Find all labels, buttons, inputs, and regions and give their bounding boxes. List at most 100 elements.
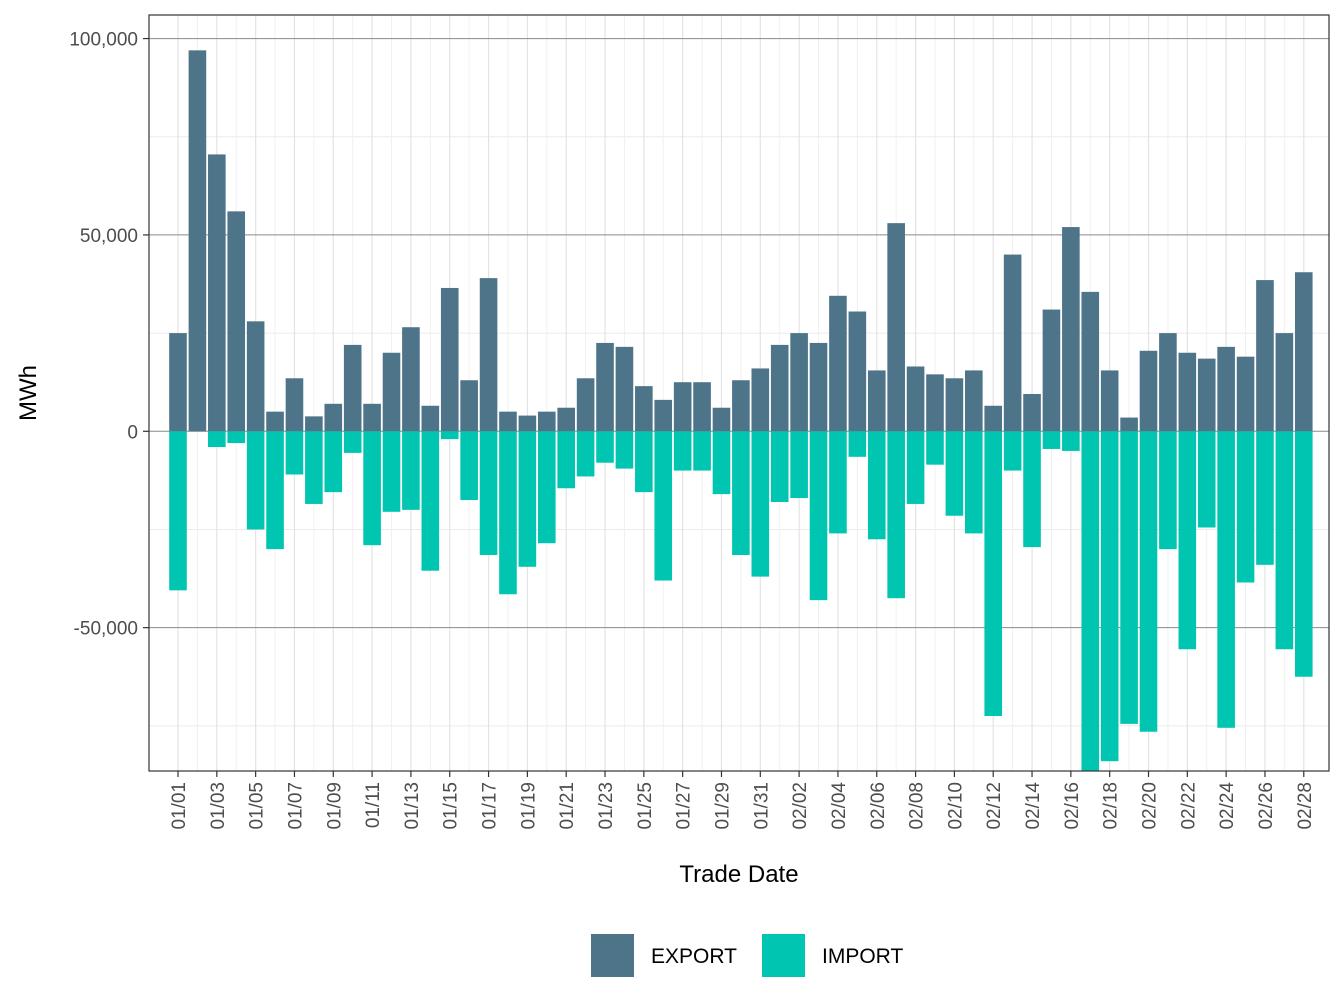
x-tick-label: 01/09 <box>324 782 345 830</box>
export-bar <box>926 374 944 432</box>
bars <box>169 50 1313 771</box>
export-bar <box>790 333 808 432</box>
import-bar <box>499 431 517 595</box>
export-bar <box>1100 370 1119 432</box>
import-bar <box>421 431 440 571</box>
x-tick-label: 02/16 <box>1062 782 1083 830</box>
x-tick-label: 01/05 <box>247 782 268 830</box>
import-bar <box>1120 431 1138 724</box>
export-bar <box>1120 417 1138 432</box>
import-bar <box>615 431 634 469</box>
import-bar <box>732 431 750 555</box>
import-bar <box>926 431 944 465</box>
import-bar <box>790 431 808 499</box>
import-bar <box>305 431 323 504</box>
import-bar <box>266 431 284 550</box>
y-axis: -50,000 0 50,000 100,000 <box>69 30 149 640</box>
x-tick-label: 01/03 <box>208 782 229 830</box>
export-bar <box>751 368 770 432</box>
export-bar <box>1236 356 1255 432</box>
x-tick-label: 01/23 <box>596 782 617 830</box>
import-bar <box>1178 431 1197 650</box>
x-tick-label: 02/28 <box>1295 782 1316 830</box>
import-bar <box>1100 431 1119 762</box>
x-tick-label: 02/06 <box>868 782 889 830</box>
import-bar <box>324 431 343 493</box>
export-bar <box>1197 358 1216 432</box>
x-tick-label: 02/10 <box>945 782 966 830</box>
export-bar <box>421 405 440 432</box>
x-tick-label: 02/20 <box>1140 782 1161 830</box>
import-bar <box>382 431 401 512</box>
export-bar <box>693 382 711 432</box>
import-bar <box>1256 431 1274 565</box>
export-bar <box>1256 280 1274 432</box>
export-bar <box>1042 309 1061 432</box>
x-tick-label: 02/18 <box>1101 782 1122 830</box>
export-bar <box>537 411 556 432</box>
import-bar <box>809 431 828 601</box>
x-tick-label: 01/29 <box>712 782 733 830</box>
export-bar <box>1217 346 1235 432</box>
import-bar <box>596 431 614 463</box>
export-bar <box>479 278 498 432</box>
import-bar <box>1236 431 1255 583</box>
export-bar <box>1023 393 1041 432</box>
import-bar <box>440 431 459 440</box>
export-bar <box>1159 333 1177 432</box>
import-bar <box>1294 431 1313 677</box>
export-bar <box>576 378 595 432</box>
import-bar <box>906 431 925 504</box>
legend-swatch-import <box>762 934 805 977</box>
export-bar <box>227 211 246 432</box>
export-bar <box>984 405 1003 432</box>
export-bar <box>402 327 420 432</box>
import-bar <box>402 431 420 510</box>
import-bar <box>635 431 653 493</box>
x-tick-label: 02/08 <box>907 782 928 830</box>
export-bar <box>848 311 867 432</box>
x-tick-label: 01/11 <box>363 782 384 828</box>
export-bar <box>635 386 653 432</box>
x-tick-label: 02/04 <box>829 782 850 830</box>
import-bar <box>984 431 1003 717</box>
import-bar <box>1062 431 1080 451</box>
import-bar <box>208 431 226 447</box>
x-tick-label: 01/25 <box>635 782 656 830</box>
export-bar <box>382 352 401 432</box>
export-bar <box>829 295 847 432</box>
x-tick-label: 02/02 <box>790 782 811 830</box>
import-bar <box>945 431 964 516</box>
import-bar <box>1139 431 1158 732</box>
x-tick-label: 01/15 <box>441 782 462 830</box>
x-tick-label: 01/13 <box>402 782 423 830</box>
legend-swatch-export <box>591 934 634 977</box>
export-bar <box>324 403 343 432</box>
import-bar <box>1023 431 1041 548</box>
export-bar <box>732 380 750 432</box>
export-bar <box>1062 227 1080 432</box>
export-bar <box>809 342 828 432</box>
import-bar <box>1217 431 1235 728</box>
import-bar <box>848 431 867 457</box>
export-bar <box>615 346 634 432</box>
export-bar <box>285 378 304 432</box>
x-tick-label: 02/22 <box>1178 782 1199 830</box>
export-bar <box>596 342 614 432</box>
export-bar <box>1178 352 1197 432</box>
import-bar <box>712 431 731 495</box>
export-bar <box>965 370 983 432</box>
x-tick-label: 01/31 <box>751 782 772 830</box>
import-bar <box>654 431 673 581</box>
export-bar <box>867 370 886 432</box>
x-axis: 01/01 01/03 01/05 01/07 01/09 01/11 01/13 01/15… <box>169 771 1316 830</box>
export-bar <box>460 380 478 432</box>
export-bar <box>343 344 362 432</box>
x-tick-label: 01/17 <box>480 782 501 830</box>
import-bar <box>1197 431 1216 528</box>
import-bar <box>518 431 537 567</box>
export-bar <box>1275 333 1294 432</box>
y-axis-title: MWh <box>15 365 42 421</box>
export-bar <box>1081 291 1100 432</box>
